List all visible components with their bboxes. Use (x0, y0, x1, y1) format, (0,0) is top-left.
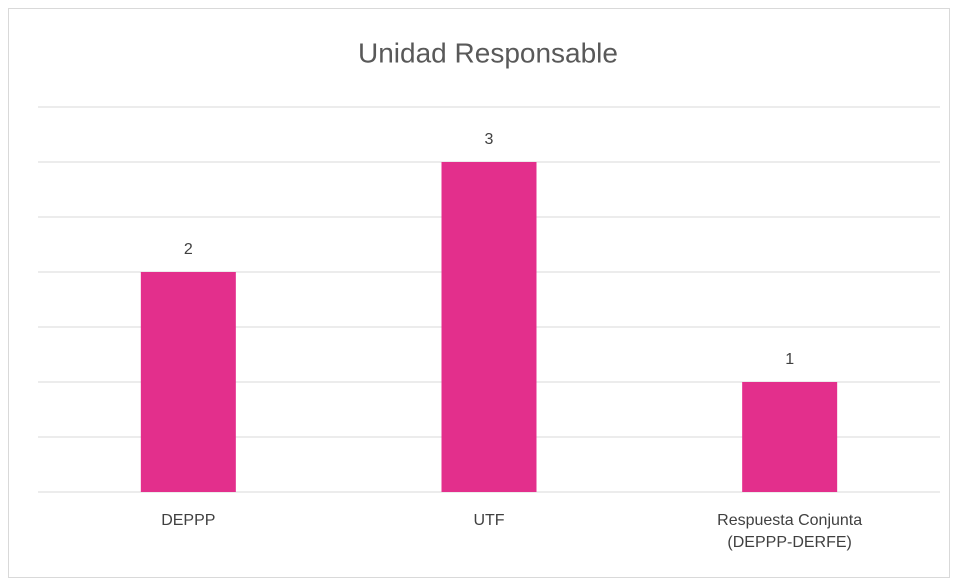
x-tick-label-box: Respuesta Conjunta (DEPPP-DERFE) (717, 512, 863, 551)
data-label: 3 (485, 131, 494, 148)
x-tick-label: DEPPP (161, 512, 216, 529)
bar (742, 382, 838, 492)
data-label: 1 (785, 351, 794, 368)
bar (441, 162, 537, 492)
data-label: 2 (184, 241, 193, 258)
x-tick-label-box: UTF (473, 512, 505, 529)
chart-title: Unidad Responsable (358, 37, 618, 68)
x-tick-label-box: DEPPP (161, 512, 216, 529)
x-tick-label: Respuesta Conjunta (DEPPP-DERFE) (717, 512, 863, 551)
x-tick-label: UTF (473, 512, 505, 529)
bar (140, 272, 236, 492)
